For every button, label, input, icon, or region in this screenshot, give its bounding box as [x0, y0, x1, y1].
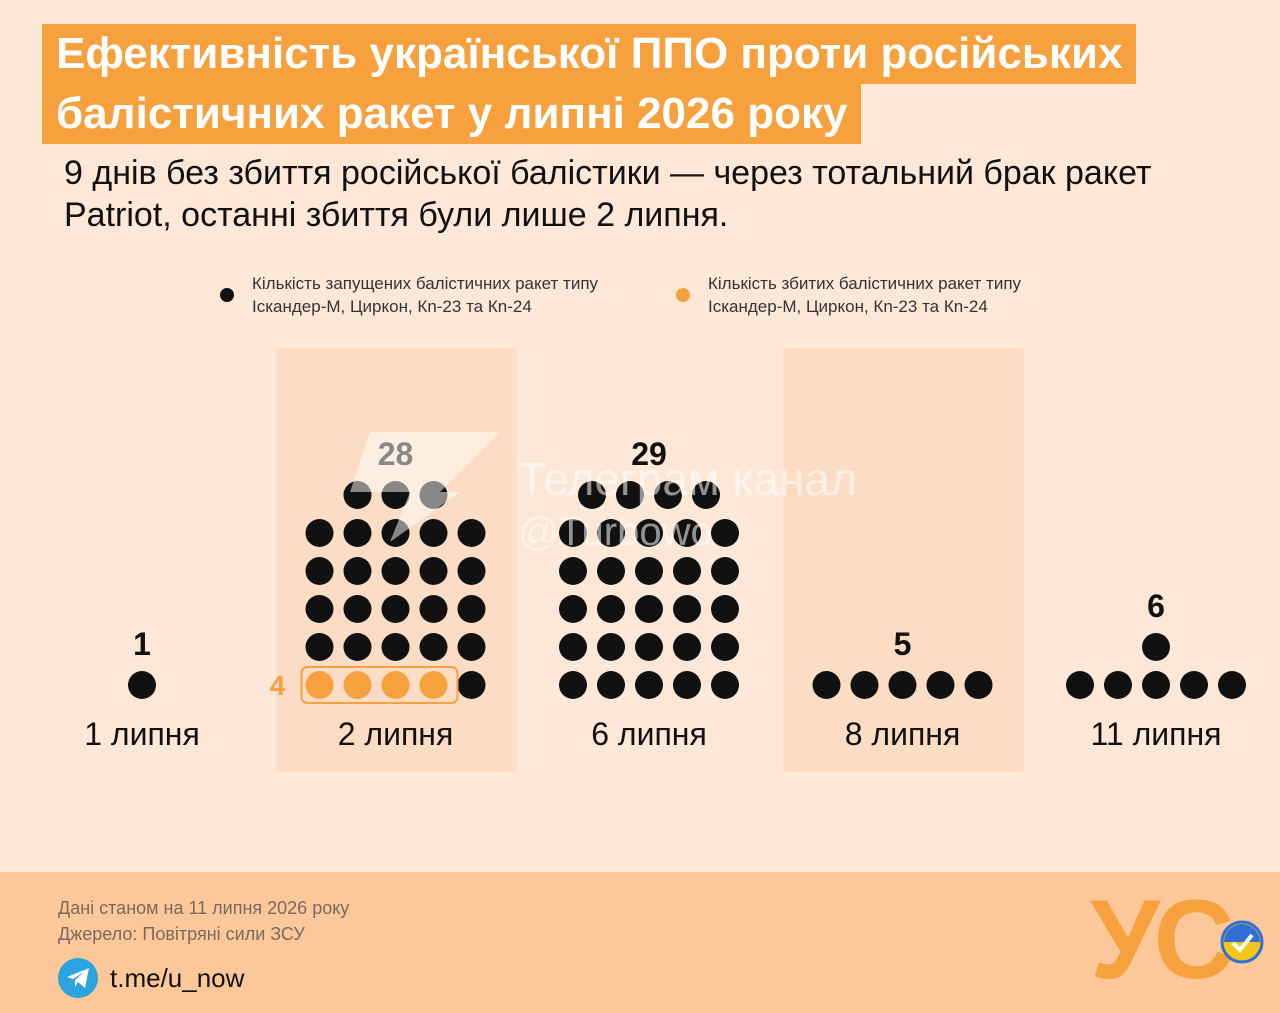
- footer-source-note: Джерело: Повітряні сили ЗСУ: [58, 924, 305, 944]
- launched-dot: [635, 595, 663, 623]
- downed-count-label: 4: [270, 670, 286, 701]
- total-count-label: 29: [631, 436, 667, 472]
- launched-dot: [673, 519, 701, 547]
- launched-dot: [419, 557, 448, 585]
- launched-dot: [616, 481, 644, 509]
- launched-dot: [419, 519, 448, 547]
- launched-dot: [419, 633, 448, 661]
- launched-dot: [457, 557, 486, 585]
- category-label: 8 липня: [845, 716, 961, 752]
- launched-dot: [711, 595, 739, 623]
- launched-dot: [128, 671, 156, 699]
- launched-dot: [559, 671, 587, 699]
- launched-dot: [1142, 671, 1170, 699]
- launched-dot: [888, 671, 917, 699]
- launched-dot: [305, 633, 334, 661]
- launched-dot: [597, 595, 625, 623]
- launched-dot: [578, 481, 606, 509]
- category-label: 11 липня: [1091, 716, 1222, 752]
- launched-dot: [597, 519, 625, 547]
- launched-dot: [381, 557, 410, 585]
- launched-dot: [673, 633, 701, 661]
- launched-dot: [305, 557, 334, 585]
- telegram-link[interactable]: t.me/u_now: [110, 962, 245, 993]
- launched-dot: [635, 519, 663, 547]
- launched-dot: [711, 633, 739, 661]
- launched-dot: [343, 519, 372, 547]
- launched-dot: [850, 671, 879, 699]
- category-label: 2 липня: [338, 716, 454, 752]
- launched-dot: [654, 481, 682, 509]
- legend-launched-label: Кількість запущених балістичних ракет ти…: [252, 274, 599, 316]
- downed-dot: [381, 671, 410, 699]
- watermark-bolt-icon: [350, 432, 500, 542]
- highlight-column: [783, 348, 1024, 772]
- launched-dot: [559, 633, 587, 661]
- legend-downed-label: Кількість збитих балістичних ракет типу …: [708, 274, 1022, 316]
- launched-dot: [1142, 633, 1170, 661]
- launched-dot: [305, 595, 334, 623]
- downed-group-frame: [300, 666, 459, 704]
- downed-dot: [419, 671, 448, 699]
- launched-dot: [635, 671, 663, 699]
- launched-dot: [1066, 671, 1094, 699]
- launched-dot: [457, 595, 486, 623]
- footer-date-note: Дані станом на 11 липня 2026 року: [58, 898, 350, 918]
- chart-title-line-2: балістичних ракет у липні 2026 року: [42, 84, 862, 144]
- launched-dot: [1218, 671, 1246, 699]
- chart-subtitle: 9 днів без збиття російської балістики —…: [64, 154, 1152, 234]
- launched-dot: [635, 557, 663, 585]
- launched-dot: [711, 557, 739, 585]
- launched-dot: [635, 633, 663, 661]
- launched-dot: [559, 557, 587, 585]
- launched-dot: [457, 519, 486, 547]
- launched-dot: [673, 595, 701, 623]
- launched-dot: [559, 519, 587, 547]
- legend-downed: Кількість збитих балістичних ракет типу …: [676, 272, 1096, 318]
- launched-dot: [419, 595, 448, 623]
- launched-dot: [457, 633, 486, 661]
- launched-dot: [673, 557, 701, 585]
- legend-launched: Кількість запущених балістичних ракет ти…: [220, 272, 660, 318]
- launched-dot: [597, 633, 625, 661]
- launched-dot: [692, 481, 720, 509]
- launched-dot: [597, 671, 625, 699]
- launched-dot: [343, 557, 372, 585]
- launched-dot: [597, 557, 625, 585]
- total-count-label: 5: [894, 626, 912, 662]
- legend-downed-marker: [676, 288, 690, 302]
- category-label: 1 липня: [84, 716, 200, 752]
- launched-dot: [305, 519, 334, 547]
- footer: Дані станом на 11 липня 2026 року Джерел…: [0, 872, 1280, 1013]
- launched-dot: [964, 671, 993, 699]
- launched-dot: [812, 671, 841, 699]
- telegram-icon[interactable]: [58, 958, 98, 998]
- chart-title-line-1: Ефективність української ППО проти росій…: [42, 24, 1137, 84]
- legend-launched-marker: [220, 288, 234, 302]
- verified-badge-icon: [1220, 920, 1264, 964]
- telegram-row[interactable]: t.me/u_now: [58, 958, 244, 998]
- total-count-label: 6: [1147, 588, 1165, 624]
- watermark-line-2: @Turbowo: [518, 510, 713, 554]
- launched-dot: [711, 519, 739, 547]
- category-label: 6 липня: [591, 716, 707, 752]
- launched-dot: [711, 671, 739, 699]
- launched-dot: [343, 633, 372, 661]
- launched-dot: [673, 671, 701, 699]
- launched-dot: [457, 671, 486, 699]
- launched-dot: [381, 633, 410, 661]
- title-block: Ефективність української ППО проти росій…: [42, 24, 1137, 144]
- downed-dot: [305, 671, 334, 699]
- launched-dot: [1104, 671, 1132, 699]
- watermark-line-1: Телеграм канал: [518, 453, 857, 505]
- launched-dot: [559, 595, 587, 623]
- brand-logo: УС: [1090, 877, 1235, 1002]
- launched-dot: [343, 595, 372, 623]
- launched-dot: [381, 595, 410, 623]
- total-count-label: 1: [133, 626, 151, 662]
- launched-dot: [926, 671, 955, 699]
- launched-dot: [1180, 671, 1208, 699]
- downed-dot: [343, 671, 372, 699]
